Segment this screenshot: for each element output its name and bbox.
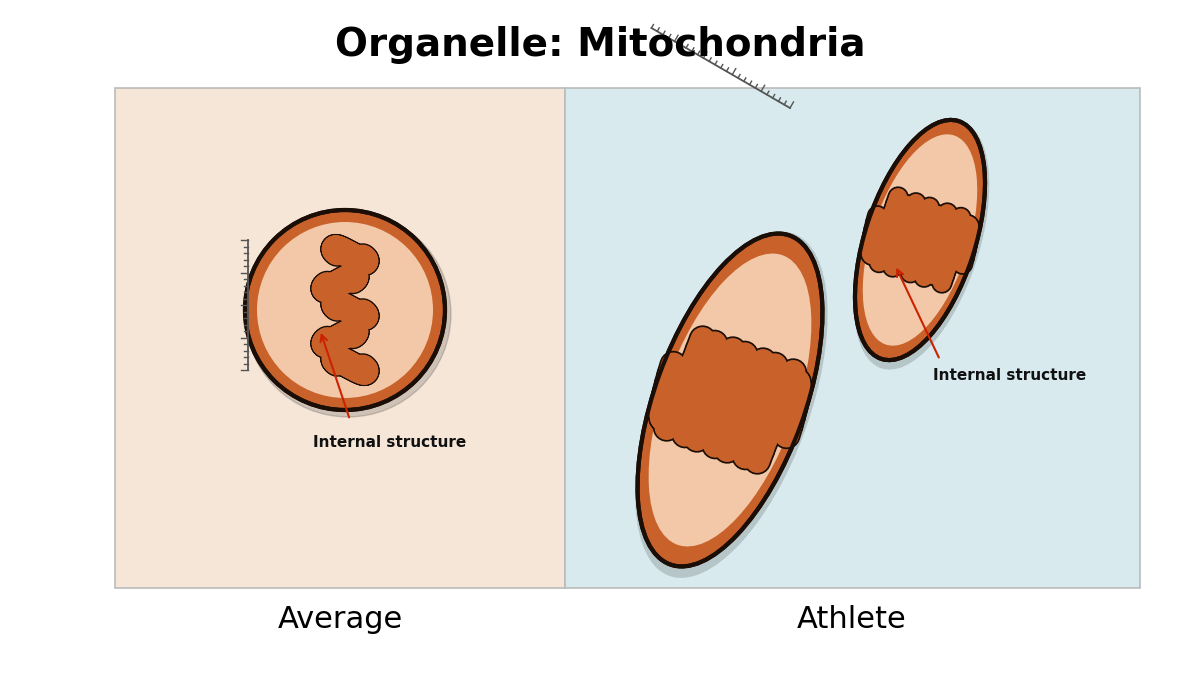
Text: Average: Average (277, 605, 403, 634)
Text: Athlete: Athlete (797, 605, 907, 634)
Bar (565, 88, 1140, 588)
Ellipse shape (635, 232, 828, 578)
Ellipse shape (854, 120, 985, 360)
Ellipse shape (649, 254, 811, 547)
Ellipse shape (863, 134, 977, 346)
Text: Internal structure: Internal structure (934, 368, 1087, 383)
Bar (115, 88, 565, 588)
Circle shape (245, 211, 451, 417)
Ellipse shape (637, 234, 822, 566)
Circle shape (257, 222, 433, 398)
Circle shape (245, 210, 445, 410)
Text: Internal structure: Internal structure (313, 435, 467, 450)
Text: Organelle: Mitochondria: Organelle: Mitochondria (335, 26, 865, 64)
Ellipse shape (854, 120, 989, 370)
